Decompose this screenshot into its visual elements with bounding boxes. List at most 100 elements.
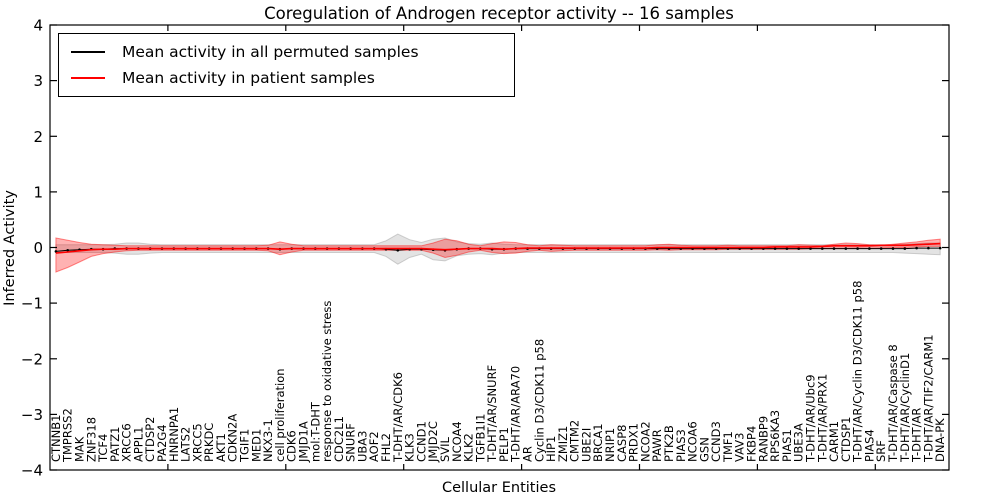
x-tick-label: T-DHT/AR/Cyclin D3/CDK11 p58 (851, 281, 865, 463)
x-tick-label: ZNF318 (84, 417, 98, 462)
x-tick-label: SRF (874, 440, 888, 462)
x-tick-label: NCOA2 (638, 421, 652, 462)
x-tick-label: AR (521, 446, 535, 462)
y-tick-label: 2 (33, 128, 43, 146)
permuted-mean-marker (54, 250, 58, 253)
permuted-mean-marker (856, 247, 859, 250)
x-tick-label: UBE3A (792, 423, 806, 462)
x-tick-label: T-DHT/AR/ARA70 (509, 366, 523, 463)
x-tick-label: NCOA6 (686, 421, 700, 462)
x-tick-label: CDC2L1 (332, 416, 346, 462)
x-tick-label: FHL2 (379, 433, 393, 462)
y-tick-label: 0 (33, 239, 43, 257)
x-tick-label: LATS2 (179, 427, 193, 462)
y-tick-label: 1 (33, 183, 43, 201)
chart-title: Coregulation of Androgen receptor activi… (264, 4, 734, 23)
x-tick-label: SNURF (344, 423, 358, 462)
y-tick-label: 3 (33, 72, 43, 90)
x-tick-label: PTK2B (662, 425, 676, 462)
y-tick-label: −4 (21, 462, 43, 480)
x-tick-label: PATZ1 (108, 427, 122, 462)
permuted-mean-marker (821, 247, 824, 250)
permuted-mean-marker (797, 247, 800, 250)
x-tick-label: PRKDC (202, 423, 216, 462)
permuted-mean-marker (891, 247, 895, 250)
x-tick-label: FKBP4 (745, 426, 759, 462)
y-tick-label: −3 (21, 406, 43, 424)
y-axis-label: Inferred Activity (2, 190, 18, 306)
x-tick-label: mol:T-DHT (308, 401, 322, 462)
x-tick-label: CARM1 (827, 421, 841, 462)
x-tick-label: CDKN2A (226, 414, 240, 462)
x-axis-label: Cellular Entities (442, 480, 556, 496)
x-tick-label: NKX3-1 (261, 419, 275, 462)
x-tick-label: ZMIZ1 (556, 426, 570, 462)
x-tick-label: T-DHT/AR/Ubc9 (804, 374, 818, 463)
y-tick-label: −1 (21, 295, 43, 313)
plot-area: −4−3−2−101234CTNNB1TMPRSS2MAKZNF318TCF4P… (21, 17, 950, 480)
permuted-mean-marker (938, 246, 942, 250)
x-tick-label: RPS6KA3 (768, 410, 782, 462)
x-tick-label: PIAS1 (780, 429, 794, 462)
x-tick-label: TGIF1 (238, 429, 252, 463)
x-tick-label: XRCC6 (120, 423, 134, 462)
legend-item-permuted: Mean activity in all permuted samples (71, 39, 508, 65)
patient-mean-line (55, 242, 941, 254)
x-tick-label: RANBP9 (756, 416, 770, 462)
permuted-mean-marker (785, 247, 789, 250)
x-tick-label: VAV3 (733, 433, 747, 462)
legend: Mean activity in all permuted samples Me… (58, 33, 515, 97)
permuted-mean-marker (773, 247, 777, 250)
x-tick-label: Cyclin D3/CDK11 p58 (532, 339, 546, 462)
legend-line-sample-black (71, 51, 105, 53)
x-tick-label: TGFB1I1 (473, 414, 487, 463)
x-tick-label: UBE2I (580, 428, 594, 462)
x-tick-label: KLK3 (403, 433, 417, 462)
x-tick-label: TMPRSS2 (61, 408, 75, 463)
permuted-mean-marker (809, 247, 812, 250)
x-tick-label: TMF1 (721, 431, 735, 463)
permuted-mean-marker (868, 247, 871, 250)
permuted-mean-marker (879, 247, 883, 250)
permuted-mean-marker (915, 246, 918, 250)
permuted-mean-marker (66, 249, 69, 252)
x-tick-label: PA2G4 (155, 424, 169, 462)
x-tick-label: PIAS4 (862, 429, 876, 462)
x-tick-label: PRDX1 (627, 423, 641, 462)
x-tick-label: cell proliferation (273, 368, 287, 462)
legend-line-sample-red (71, 77, 105, 79)
x-tick-label: PAWR (650, 429, 664, 462)
x-tick-label: CMTM2 (568, 420, 582, 462)
x-tick-label: T-DHT/AR (910, 408, 924, 463)
legend-label-permuted: Mean activity in all permuted samples (122, 43, 419, 61)
x-tick-label: NRIP1 (603, 428, 617, 462)
x-tick-label: GSN (697, 437, 711, 462)
x-tick-label: DNA-PK (933, 418, 947, 462)
x-tick-label: UBA3 (355, 431, 369, 463)
legend-item-patient: Mean activity in patient samples (71, 65, 508, 91)
legend-label-patient: Mean activity in patient samples (122, 69, 375, 87)
x-tick-label: XRCC5 (190, 423, 204, 462)
x-tick-label: MAK (73, 436, 87, 462)
x-tick-label: SVIL (438, 436, 452, 462)
x-tick-label: CASP8 (615, 425, 629, 462)
x-tick-label: CCND3 (709, 421, 723, 462)
x-tick-label: APPL1 (131, 427, 145, 462)
x-tick-label: BRCA1 (591, 423, 605, 462)
x-tick-label: CDK6 (285, 430, 299, 462)
x-tick-label: T-DHT/AR/PRX1 (815, 374, 829, 463)
permuted-mean-marker (396, 249, 400, 252)
x-tick-label: MED1 (249, 429, 263, 462)
x-tick-label: AOF2 (367, 431, 381, 462)
x-tick-label: PELP1 (497, 427, 511, 462)
permuted-mean-marker (903, 247, 907, 250)
band-patient (55, 237, 941, 273)
x-tick-label: CTDSP1 (839, 417, 853, 462)
x-tick-label: CTDSP2 (143, 417, 157, 462)
x-tick-label: KLK2 (462, 433, 476, 462)
y-tick-label: −2 (21, 350, 43, 368)
x-tick-label: CTNNB1 (49, 415, 63, 462)
y-tick-label: 4 (33, 17, 43, 35)
